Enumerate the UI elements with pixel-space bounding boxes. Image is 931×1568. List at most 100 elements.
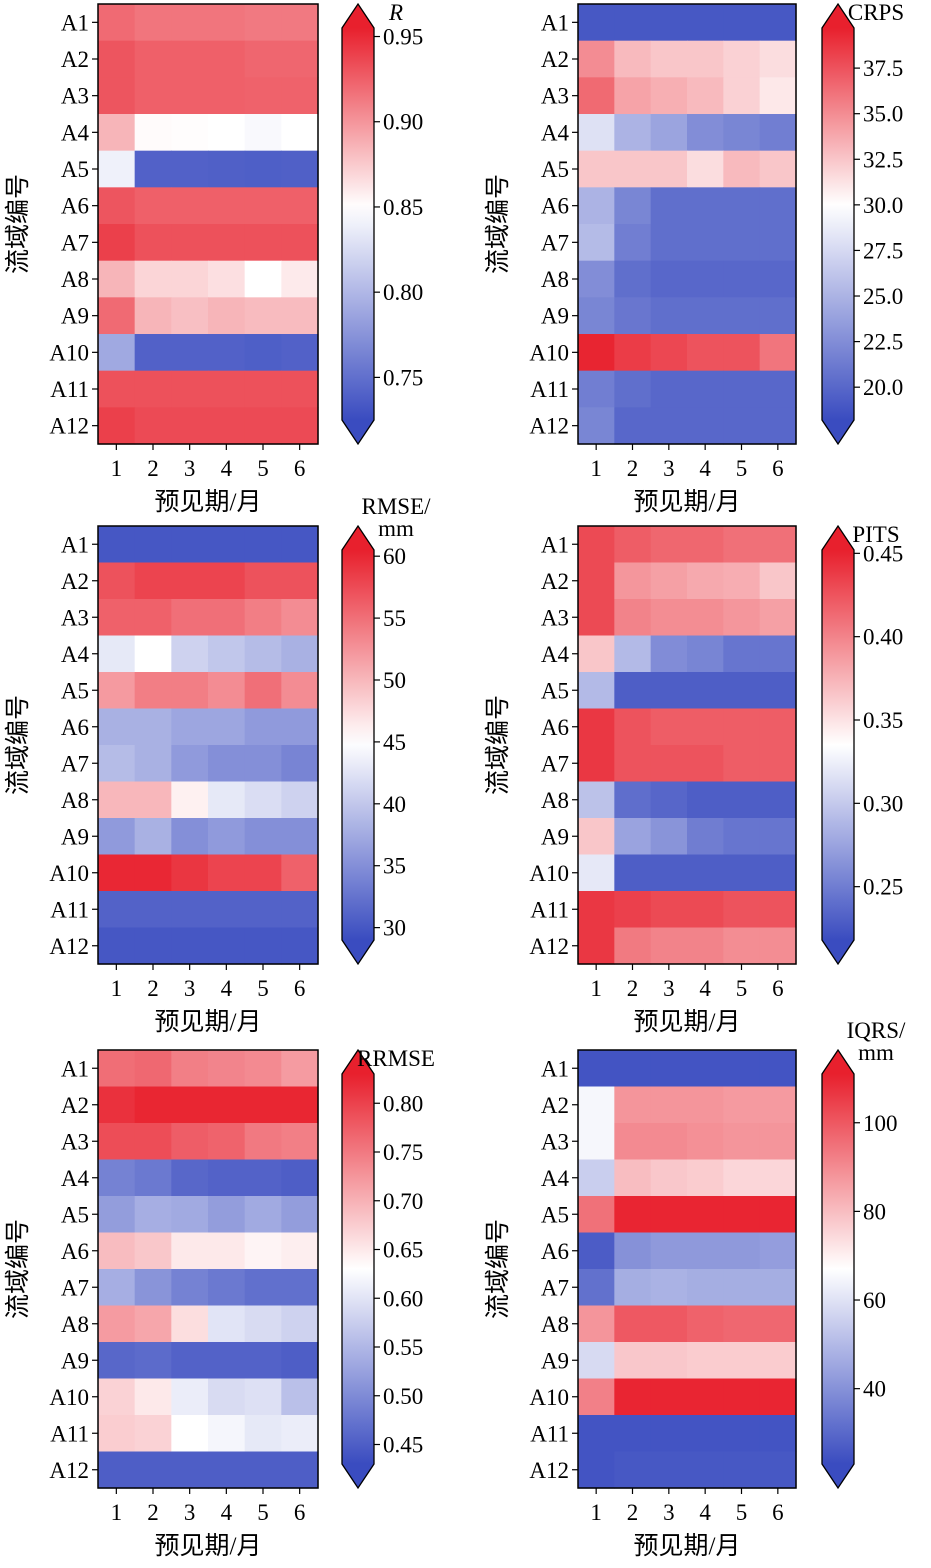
colorbar: 0.75 0.80 0.85 0.90 0.95R bbox=[341, 0, 423, 446]
heatmap-cell bbox=[687, 818, 724, 856]
y-tick-label: A5 bbox=[541, 157, 569, 182]
x-tick-label: 1 bbox=[590, 456, 602, 481]
heatmap-cell bbox=[134, 745, 172, 783]
heatmap-cell bbox=[98, 818, 136, 856]
panel-crps: A1 A2 A3 A4 A5 A6 A7 A8 A9 A10 A11 A12 1 2 3 4 5 6 预见期/月 流域… bbox=[484, 0, 904, 516]
heatmap-cell bbox=[98, 745, 136, 783]
y-tick-label: A11 bbox=[530, 377, 569, 402]
heatmap-cell bbox=[281, 334, 319, 372]
heatmap-cell bbox=[650, 1196, 688, 1234]
x-tick-label: 5 bbox=[257, 456, 269, 481]
y-tick-label: A10 bbox=[49, 1385, 89, 1410]
heatmap-cell bbox=[614, 150, 652, 188]
y-tick-label: A8 bbox=[541, 788, 569, 813]
heatmap-cell bbox=[578, 708, 615, 746]
y-tick-label: A3 bbox=[541, 605, 569, 630]
colorbar-extend-min bbox=[342, 1464, 374, 1488]
heatmap-cell bbox=[614, 1451, 652, 1489]
heatmap-cell bbox=[171, 1451, 209, 1489]
heatmap-cell bbox=[650, 1232, 688, 1270]
panel-iqrs: A1 A2 A3 A4 A5 A6 A7 A8 A9 A10 A11 A12 1 2 3 4 5 6 预见期/月 流域… bbox=[484, 1018, 906, 1560]
heatmap-cell bbox=[171, 4, 209, 42]
heatmap-cell bbox=[723, 260, 761, 298]
x-tick-label: 6 bbox=[772, 456, 784, 481]
colorbar-tick-label: 35.0 bbox=[863, 102, 903, 127]
heatmap-cell bbox=[650, 260, 688, 298]
heatmap-cell bbox=[759, 1123, 797, 1161]
y-tick-label: A7 bbox=[541, 1275, 569, 1300]
heatmap-cell bbox=[687, 854, 724, 892]
y-tick-label: A4 bbox=[61, 642, 90, 667]
heatmap-cell bbox=[578, 635, 615, 673]
heatmap-cell bbox=[614, 562, 652, 600]
heatmap-cell bbox=[98, 1378, 136, 1416]
heatmap-cell bbox=[208, 1086, 246, 1124]
heatmap-cell bbox=[134, 260, 172, 298]
heatmap-cell bbox=[687, 1269, 724, 1307]
heatmap-cell bbox=[650, 708, 688, 746]
x-tick-label: 4 bbox=[221, 1500, 233, 1525]
heatmap-cell bbox=[208, 745, 246, 783]
colorbar-tick-label: 50 bbox=[383, 668, 406, 693]
heatmap-cell bbox=[650, 77, 688, 115]
heatmap-cell bbox=[244, 1050, 282, 1088]
colorbar-gradient bbox=[822, 1074, 854, 1464]
colorbar-tick-label: 30 bbox=[383, 916, 406, 941]
heatmap-cell bbox=[98, 1305, 136, 1343]
heatmap-cell bbox=[244, 1123, 282, 1161]
heatmap-cell bbox=[208, 818, 246, 856]
heatmap-cell bbox=[134, 526, 172, 564]
heatmap-cell bbox=[687, 562, 724, 600]
heatmap-cell bbox=[208, 4, 246, 42]
heatmap-cell bbox=[98, 187, 136, 225]
heatmap-cell bbox=[208, 1305, 246, 1343]
heatmap-cell bbox=[244, 854, 282, 892]
heatmap-cell bbox=[171, 334, 209, 372]
heatmap-cell bbox=[759, 1342, 797, 1380]
heatmap-cell bbox=[723, 1086, 761, 1124]
heatmap-cell bbox=[723, 672, 761, 710]
heatmap-cell bbox=[98, 562, 136, 600]
heatmap-cell bbox=[687, 1050, 724, 1088]
heatmap-cell bbox=[208, 1159, 246, 1197]
y-tick-label: A2 bbox=[541, 569, 569, 594]
heatmap-cell bbox=[98, 1342, 136, 1380]
heatmap-cell bbox=[134, 1415, 172, 1453]
heatmap-cell bbox=[687, 1123, 724, 1161]
heatmap-cell bbox=[208, 854, 246, 892]
y-tick-label: A6 bbox=[541, 194, 569, 219]
heatmap-cell bbox=[171, 1050, 209, 1088]
heatmap-cell bbox=[98, 297, 136, 335]
heatmap-cell bbox=[687, 1159, 724, 1197]
x-tick-label: 2 bbox=[147, 1500, 159, 1525]
y-tick-label: A5 bbox=[61, 678, 89, 703]
y-tick-label: A12 bbox=[529, 414, 569, 439]
heatmap-cell bbox=[134, 1342, 172, 1380]
colorbar-tick-label: 20.0 bbox=[863, 375, 903, 400]
heatmap-cell bbox=[281, 635, 319, 673]
heatmap-cell bbox=[614, 745, 652, 783]
panel-r: A1 A2 A3 A4 A5 A6 A7 A8 A9 A10 A11 A12 1 2 3 4 5 6 预见期/月 流域… bbox=[4, 0, 423, 516]
x-tick-label: 6 bbox=[772, 976, 784, 1001]
heatmap-cell bbox=[134, 599, 172, 637]
heatmap-cell bbox=[650, 1342, 688, 1380]
heatmap-cell bbox=[723, 526, 761, 564]
heatmap-cell bbox=[244, 1269, 282, 1307]
heatmap-cell bbox=[98, 224, 136, 262]
heatmap-cell bbox=[208, 927, 246, 965]
heatmap-cell bbox=[98, 927, 136, 965]
heatmap-cell bbox=[98, 77, 136, 115]
heatmap-cell bbox=[281, 1196, 319, 1234]
heatmap-cell bbox=[650, 40, 688, 78]
heatmap-cell bbox=[759, 297, 797, 335]
heatmap-cell bbox=[687, 635, 724, 673]
heatmap-cell bbox=[578, 1086, 615, 1124]
colorbar-tick-label: 0.45 bbox=[383, 1433, 423, 1458]
heatmap-cell bbox=[687, 1451, 724, 1489]
heatmap-cell bbox=[578, 1378, 615, 1416]
panel-rrmse: A1 A2 A3 A4 A5 A6 A7 A8 A9 A10 A11 A12 1 2 3 4 5 6 预见期/月 流域… bbox=[4, 1046, 435, 1560]
colorbar-tick-label: 55 bbox=[383, 606, 406, 631]
heatmap-cell bbox=[614, 4, 652, 42]
heatmap-cell bbox=[134, 40, 172, 78]
heatmap-cell bbox=[578, 1342, 615, 1380]
